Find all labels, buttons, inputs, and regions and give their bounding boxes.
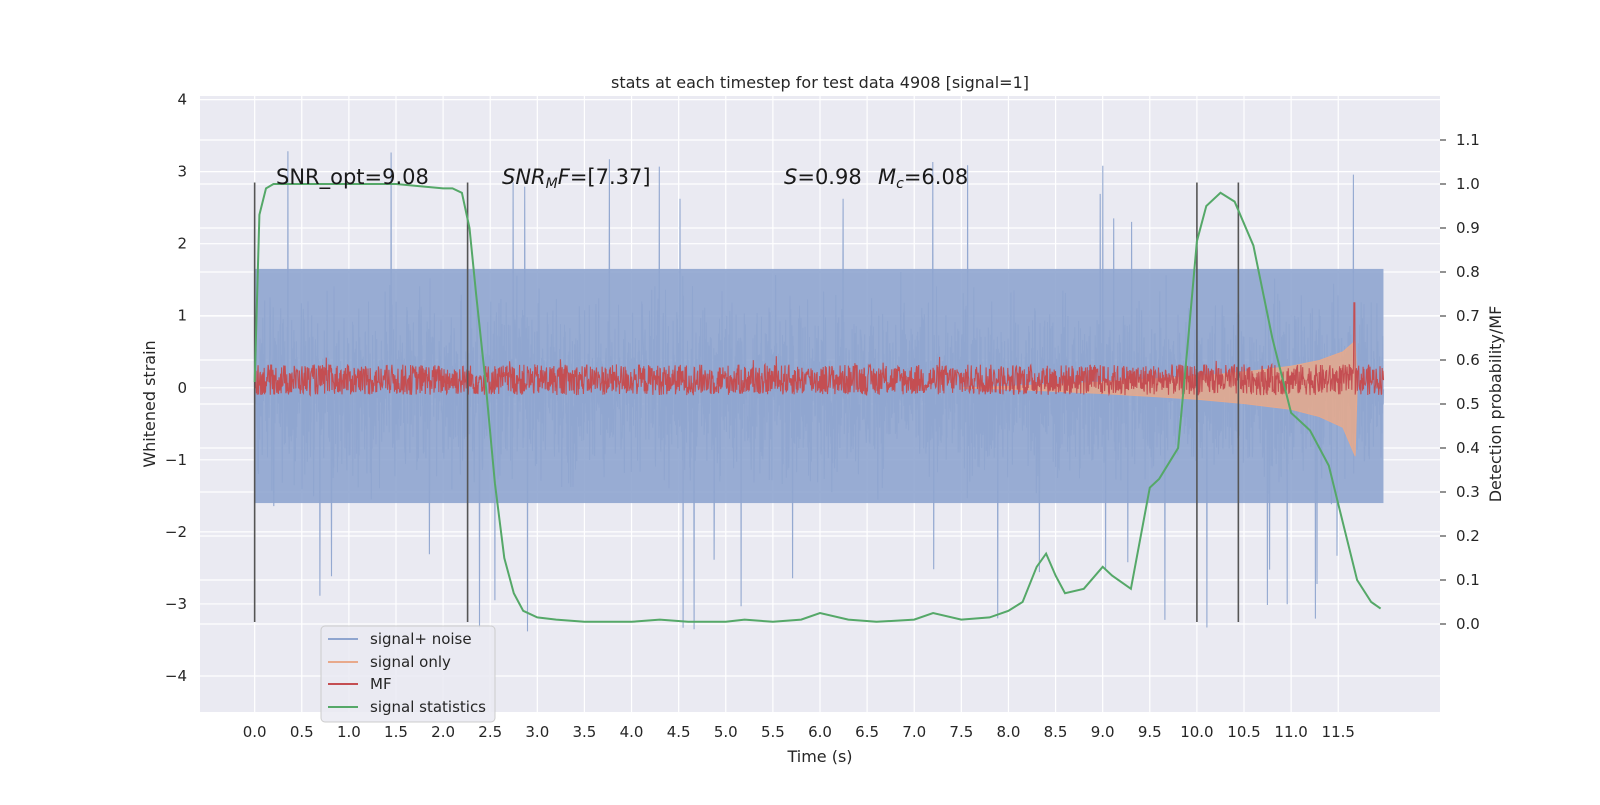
y-tick-label: 1 [177,307,187,325]
y2-tick-label: 0.3 [1456,483,1480,501]
y2-tick-label: 0.9 [1456,219,1480,237]
annotation-snr-opt: SNR_opt=9.08 [276,165,429,190]
data-layer [254,151,1385,632]
y2-tick-label: 0.7 [1456,307,1480,325]
x-tick-label: 0.5 [290,723,314,741]
legend-box [320,625,496,723]
legend-label-mf: MF [370,675,392,693]
x-tick-label: 6.5 [855,723,879,741]
y2-tick-label: 1.1 [1456,131,1480,149]
annotation-mc-sub: c [896,176,904,192]
annotation-mc-var: M [878,165,896,189]
x-tick-label: 11.5 [1322,723,1355,741]
y2-tick-label: 0.6 [1456,351,1480,369]
x-axis-title: Time (s) [786,747,852,766]
x-tick-label: 9.0 [1091,723,1115,741]
markers-layer [253,182,1382,623]
x-tick-label: 3.0 [525,723,549,741]
x-tick-label: 1.5 [384,723,408,741]
y-tick-label: −4 [165,667,187,685]
y2-tick-label: 0.5 [1456,395,1480,413]
annotation-mc: Mc=6.08 [878,165,968,192]
x-tick-label: 7.0 [902,723,926,741]
annotation-s: S=0.98 [784,165,862,189]
axes-layer: 0.0 0.5 1.0 1.5 2.0 2.5 3.0 3.5 4.0 4.5 5.0 5.5 6.0 6… [165,91,1480,741]
y-tick-label: −3 [165,595,187,613]
y2-axis-title: Detection probability/MF [1486,306,1505,503]
x-tick-label: 4.5 [667,723,691,741]
annotation-snr-mf-prefix: SNR [502,165,546,189]
signal-statistics-line [253,183,1382,623]
x-tick-label: 2.5 [478,723,502,741]
annotation-mc-value: =6.08 [904,165,968,189]
x-tick-label: 5.0 [714,723,738,741]
y-tick-label: 4 [177,91,187,109]
legend-label-signal-noise: signal+ noise [370,630,472,648]
annotation-snr-mf: SNRMF=[7.37] [502,165,651,192]
chart-title: stats at each timestep for test data 490… [611,73,1029,92]
x-tick-label: 1.0 [337,723,361,741]
mf-line [254,302,1385,397]
y2-tick-label: 0.4 [1456,439,1480,457]
x-tick-label: 10.0 [1180,723,1213,741]
y2-tick-label: 1.0 [1456,175,1480,193]
x-tick-label: 3.5 [573,723,597,741]
y2-tick-label: 0.1 [1456,571,1480,589]
x-tick-label: 6.0 [808,723,832,741]
y2-tick-label: 0.0 [1456,615,1480,633]
x-tick-label: 8.0 [997,723,1021,741]
x-tick-label: 4.0 [620,723,644,741]
y2-tick-label: 0.2 [1456,527,1480,545]
annotation-snr-mf-var: F [558,165,571,189]
y2-tick-label: 0.8 [1456,263,1480,281]
y-tick-label: −2 [165,523,187,541]
annotation-s-var: S [784,165,797,189]
x-tick-label: 8.5 [1044,723,1068,741]
legend-label-signal-only: signal only [370,653,451,671]
x-tick-label: 5.5 [761,723,785,741]
x-tick-label: 0.0 [243,723,267,741]
legend: signal+ noise signal only MF signal stat… [320,625,496,723]
x-tick-label: 7.5 [949,723,973,741]
y-tick-label: 2 [177,235,187,253]
annotation-s-value: =0.98 [797,165,861,189]
y-tick-label: 3 [177,163,187,181]
x-tick-label: 11.0 [1274,723,1307,741]
y-axis-title: Whitened strain [140,340,159,467]
legend-label-signal-statistics: signal statistics [370,698,486,716]
annotation-snr-mf-sub: M [546,176,558,192]
y-tick-label: −1 [165,451,187,469]
x-tick-label: 9.5 [1138,723,1162,741]
x-tick-label: 10.5 [1227,723,1260,741]
x-tick-label: 2.0 [431,723,455,741]
annotation-snr-mf-value: =[7.37] [570,165,651,189]
y-tick-label: 0 [177,379,187,397]
